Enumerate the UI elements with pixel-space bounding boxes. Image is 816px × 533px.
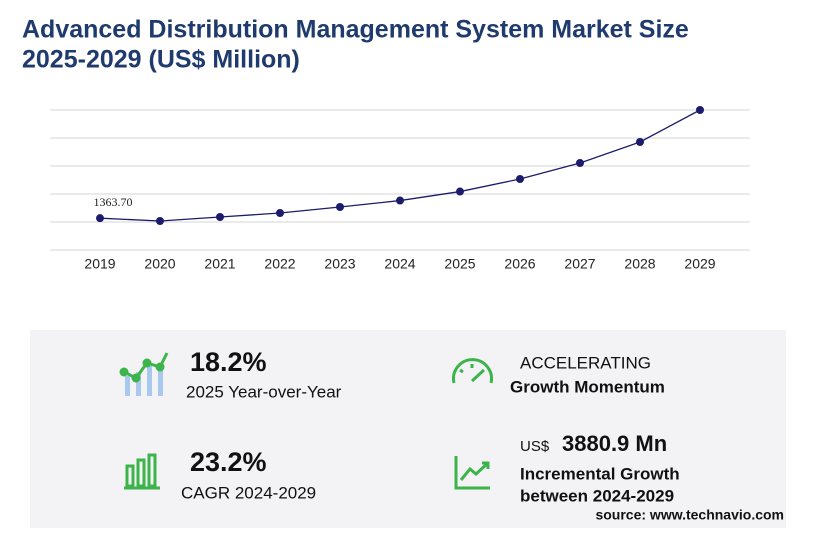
point [636,137,644,146]
stat-label: 2025 Year-over-Year [186,382,342,401]
point [216,213,224,222]
icon-chart-up [119,352,169,396]
source: source: www.technavio.com [595,507,784,523]
point [576,158,584,167]
icons [119,352,493,490]
x-tick-label: 2019 [84,256,115,272]
point [96,214,104,223]
point [516,174,524,183]
point [456,187,464,196]
stats-panel [30,330,786,528]
x-tick-label: 2021 [204,256,235,272]
plot: 2019 2020 2021 2022 2023 2024 2025 2026 2027 2028… [50,106,750,272]
stat-label: Growth Momentum [510,377,665,396]
stat-value: 23.2% [190,447,267,477]
icon-gauge [452,358,493,384]
x-tick-label: 2028 [624,256,655,272]
chart-subtitle: 2025-2029 (US$ Million) [22,46,300,74]
chart-title: Advanced Distribution Management System … [22,16,689,44]
stat-prefix: US$ [520,438,550,455]
point [696,106,704,114]
x-tick-label: 2026 [504,256,535,272]
icon-trend [454,456,490,490]
point [396,196,404,205]
x-tick-label: 2029 [684,256,715,272]
stat-value: 18.2% [190,347,267,377]
stat-label: Incremental Growth [520,464,680,483]
stat-value: ACCELERATING [520,353,651,372]
point [156,216,164,225]
point [336,202,344,211]
point [276,208,284,217]
x-tick-label: 2024 [384,256,415,272]
x-tick-label: 2022 [264,256,295,272]
icon-bars [124,453,160,490]
x-tick-label: 2020 [144,256,175,272]
x-tick-label: 2025 [444,256,475,272]
data-label: 1363.70 [94,195,133,209]
stat-label: between 2024-2029 [520,486,674,505]
stat-value: 3880.9 Mn [562,431,667,456]
stat-label: CAGR 2024-2029 [181,483,316,502]
x-tick-label: 2023 [324,256,355,272]
x-tick-label: 2027 [564,256,595,272]
